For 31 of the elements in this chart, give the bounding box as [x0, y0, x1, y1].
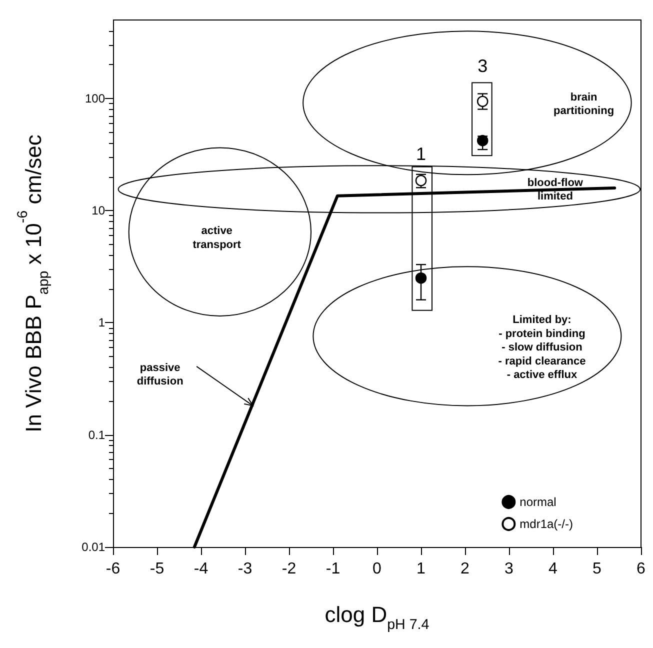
- annotation: 3: [478, 56, 488, 76]
- annotation: passive diffusion: [136, 362, 184, 388]
- x-tick-label: 3: [504, 560, 514, 578]
- legend-label: mdr1a(-/-): [520, 517, 574, 531]
- y-tick-label: 10: [92, 204, 106, 218]
- y-tick-label: 100: [84, 91, 106, 106]
- x-tick-label: -4: [194, 560, 208, 578]
- annotation: blood-flow limited: [527, 176, 584, 203]
- annotation: brain partitioning: [554, 92, 614, 118]
- annotation: Limited by: - protein binding - slow diffusion - rapid clearance - active efflux: [498, 314, 586, 382]
- annotation: active transport: [192, 225, 242, 251]
- y-tick-label: 0.01: [82, 540, 106, 554]
- x-tick-label: -5: [150, 560, 164, 578]
- y-axis-title: In Vivo BBB Papp x 10-6 cm/sec: [14, 134, 52, 432]
- x-tick-label: 1: [416, 560, 426, 578]
- legend-label: normal: [520, 495, 556, 509]
- x-tick-label: -2: [282, 560, 296, 578]
- point: [476, 134, 488, 146]
- point: [415, 272, 427, 284]
- x-tick-label: -1: [326, 560, 340, 578]
- x-tick-label: 2: [460, 560, 470, 578]
- x-tick-label: 6: [636, 560, 646, 578]
- x-tick-label: 0: [372, 560, 382, 578]
- x-tick-label: 4: [548, 560, 558, 578]
- x-tick-label: 5: [592, 560, 602, 578]
- point: [476, 96, 488, 108]
- x-tick-label: -3: [238, 560, 252, 578]
- x-tick-label: -6: [106, 560, 120, 578]
- annotation: 1: [416, 144, 426, 164]
- y-tick-label: 0.1: [88, 428, 106, 442]
- y-tick-label: 1: [98, 316, 106, 330]
